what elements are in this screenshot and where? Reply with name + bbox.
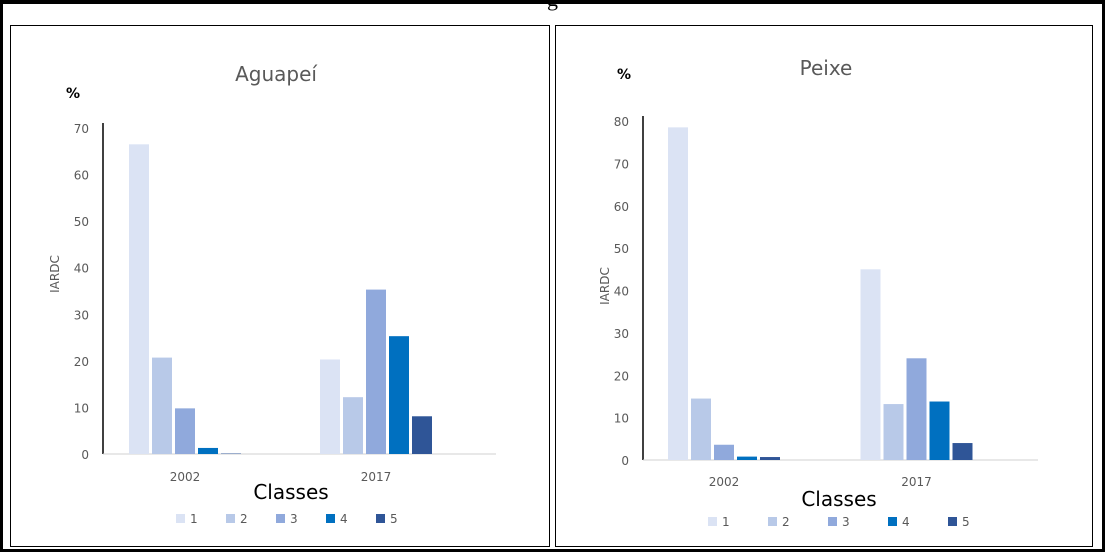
- y-tick-label: 60: [614, 200, 629, 214]
- bar-2017-series-2: [343, 397, 363, 454]
- y-tick-label: 50: [74, 215, 89, 229]
- x-tick-label: 2002: [709, 475, 740, 489]
- y-tick-label: 20: [614, 369, 629, 383]
- bar-2017-series-4: [389, 336, 409, 454]
- legend-swatch-2: [226, 514, 235, 523]
- x-axis-label: Classes: [253, 480, 328, 504]
- legend-label: 3: [290, 512, 298, 526]
- x-tick-label: 2017: [361, 470, 392, 484]
- x-tick-label: 2002: [170, 470, 201, 484]
- y-tick-label: 40: [74, 262, 89, 276]
- legend-swatch-3: [276, 514, 285, 523]
- bar-2017-series-5: [952, 443, 973, 460]
- bar-2002-series-1: [668, 127, 688, 460]
- y-tick-label: 30: [74, 308, 89, 322]
- bar-2002-series-3: [714, 444, 734, 460]
- legend-label: 1: [722, 515, 730, 529]
- legend-label: 4: [902, 515, 910, 529]
- chart-aguapei: Aguapeí% IARDC 0 10 20 30 40 50 60 70 2002 2017 Clas…: [48, 62, 496, 526]
- y-tick-label: 20: [74, 355, 89, 369]
- y-unit-label: %: [66, 86, 80, 102]
- x-tick-label: 2017: [901, 475, 932, 489]
- y-axis-label: IARDC: [598, 267, 612, 305]
- legend-label: 4: [340, 512, 348, 526]
- y-tick-label: 10: [74, 401, 89, 415]
- bar-2002-series-5: [760, 457, 780, 460]
- chart-peixe: Peixe% IARDC 0 10 20 30 40 50 60 70 80 2002 2017 Clas…: [598, 56, 1038, 529]
- bar-2002-series-3: [175, 408, 195, 454]
- chart-title: Peixe: [800, 56, 853, 80]
- legend-label: 1: [190, 512, 198, 526]
- bar-2017-series-1: [860, 269, 881, 460]
- chart-title: Aguapeí: [235, 62, 318, 86]
- bar-2017-series-2: [883, 404, 904, 460]
- y-tick-label: 50: [614, 242, 629, 256]
- chart-panel-aguapei: Aguapeí% IARDC 0 10 20 30 40 50 60 70 2002 2017 Clas…: [10, 25, 550, 547]
- y-tick-label: 0: [621, 454, 629, 468]
- y-tick-label: 40: [614, 285, 629, 299]
- y-axis-label: IARDC: [48, 255, 62, 293]
- bar-2002-series-4: [198, 447, 218, 454]
- y-tick-label: 80: [614, 115, 629, 129]
- y-tick-label: 10: [614, 412, 629, 426]
- bar-2017-series-4: [929, 401, 950, 460]
- x-axis-label: Classes: [801, 487, 876, 511]
- y-tick-label: 0: [81, 448, 89, 462]
- legend-label: 2: [782, 515, 790, 529]
- legend-swatch-2: [768, 517, 777, 526]
- y-unit-label: %: [617, 67, 631, 83]
- legend-swatch-4: [326, 514, 335, 523]
- legend-swatch-3: [828, 517, 837, 526]
- bar-2002-series-2: [152, 357, 172, 454]
- y-tick-label: 60: [74, 169, 89, 183]
- legend-swatch-4: [888, 517, 897, 526]
- legend-swatch-1: [176, 514, 185, 523]
- legend-swatch-5: [948, 517, 957, 526]
- bar-2017-series-5: [412, 416, 432, 454]
- legend-swatch-1: [708, 517, 717, 526]
- bar-2017-series-3: [366, 289, 386, 454]
- bar-2017-series-3: [906, 358, 927, 460]
- legend-swatch-5: [376, 514, 385, 523]
- bar-2002-series-1: [129, 144, 149, 455]
- y-tick-label: 70: [74, 122, 89, 136]
- bar-2002-series-2: [691, 398, 711, 460]
- legend-label: 2: [240, 512, 248, 526]
- legend-label: 5: [390, 512, 398, 526]
- bar-2002-series-4: [737, 456, 757, 460]
- y-tick-label: 30: [614, 327, 629, 341]
- figure-caption-fragment: g: [0, 0, 1105, 12]
- legend-label: 3: [842, 515, 850, 529]
- bar-2017-series-1: [320, 359, 340, 454]
- chart-panel-peixe: Peixe% IARDC 0 10 20 30 40 50 60 70 80 2002 2017 Clas…: [555, 25, 1093, 547]
- legend-label: 5: [962, 515, 970, 529]
- y-tick-label: 70: [614, 157, 629, 171]
